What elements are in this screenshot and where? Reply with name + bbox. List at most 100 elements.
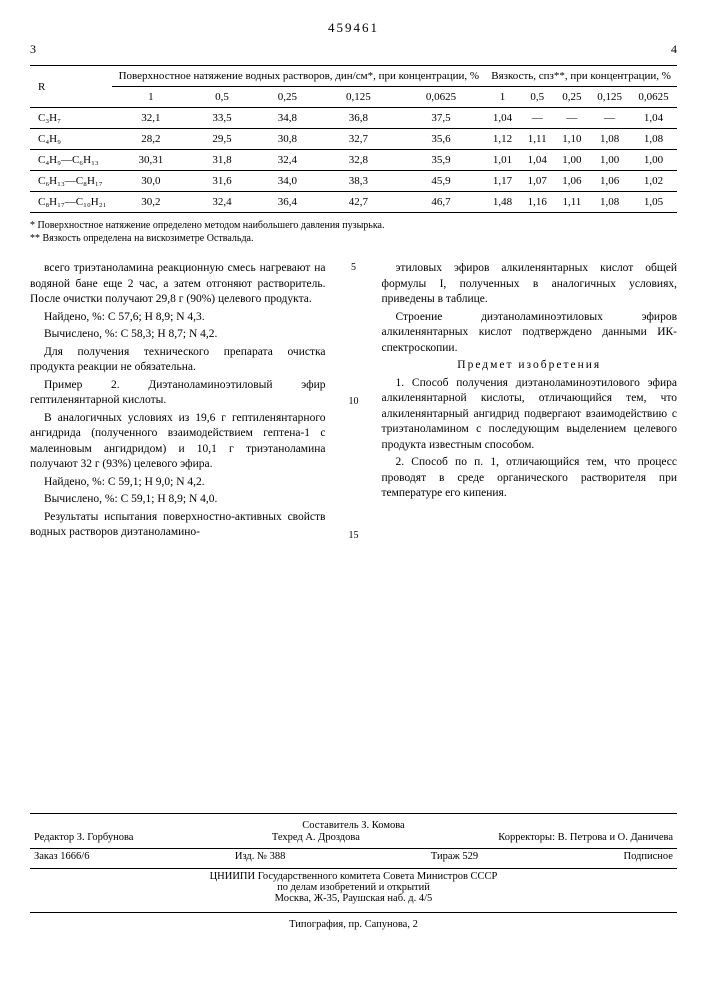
col-header-conc: 0,5 <box>520 87 555 108</box>
corrector: Корректоры: В. Петрова и О. Даничева <box>498 832 673 843</box>
para: Пример 2. Диэтаноламиноэтиловый эфир геп… <box>30 378 326 409</box>
col-header-conc: 0,125 <box>320 87 397 108</box>
cell-value: 35,6 <box>397 129 485 150</box>
izd-num: Изд. № 388 <box>235 851 286 862</box>
cell-value: 45,9 <box>397 171 485 192</box>
col-header-conc: 0,25 <box>555 87 590 108</box>
cell-value: 1,10 <box>555 129 590 150</box>
cell-value: 1,02 <box>630 171 677 192</box>
right-column: этиловых эфиров алкиленянтарных кислот о… <box>382 261 678 543</box>
cell-value: 1,11 <box>555 192 590 213</box>
cell-value: — <box>589 108 630 129</box>
properties-table: R Поверхностное натяжение водных раствор… <box>30 65 677 213</box>
col-header-conc: 0,25 <box>255 87 320 108</box>
col-header-r: R <box>30 66 112 108</box>
cell-value: — <box>555 108 590 129</box>
cell-r: C₃H₇ <box>30 108 112 129</box>
body-text: всего триэтаноламина реакционную смесь н… <box>30 261 677 543</box>
cell-value: 35,9 <box>397 150 485 171</box>
cell-value: 1,00 <box>555 150 590 171</box>
cell-value: 37,5 <box>397 108 485 129</box>
col-header-conc: 1 <box>485 87 520 108</box>
org-address: Москва, Ж-35, Раушская наб. д. 4/5 <box>30 893 677 904</box>
cell-value: 1,04 <box>485 108 520 129</box>
para: Найдено, %: C 57,6; H 8,9; N 4,3. <box>30 310 326 326</box>
cell-value: 32,7 <box>320 129 397 150</box>
cell-value: 1,17 <box>485 171 520 192</box>
patent-number: 459461 <box>30 20 677 36</box>
tirazh: Тираж 529 <box>431 851 478 862</box>
cell-value: 1,07 <box>520 171 555 192</box>
cell-r: C₄H₉—C₆H₁₃ <box>30 150 112 171</box>
col-header-conc: 0,5 <box>189 87 254 108</box>
col-header-tension: Поверхностное натяжение водных растворов… <box>112 66 485 87</box>
line-num: 15 <box>346 529 362 543</box>
blank-space <box>30 543 677 803</box>
table-row: C₆H₁₃—C₈H₁₇30,031,634,038,345,91,171,071… <box>30 171 677 192</box>
footnote-2: ** Вязкость определена на вискозиметре О… <box>30 232 677 245</box>
footnote-1: * Поверхностное натяжение определено мет… <box>30 219 677 232</box>
table-row: C₈H₁₇—C₁₀H₂₁30,232,436,442,746,71,481,16… <box>30 192 677 213</box>
cell-value: 36,4 <box>255 192 320 213</box>
compiler: Составитель З. Комова <box>30 820 677 831</box>
cell-value: 33,5 <box>189 108 254 129</box>
cell-r: C₆H₁₃—C₈H₁₇ <box>30 171 112 192</box>
col-header-conc: 0,125 <box>589 87 630 108</box>
line-num: 5 <box>346 261 362 275</box>
left-column: всего триэтаноламина реакционную смесь н… <box>30 261 326 543</box>
typography-line: Типография, пр. Сапунова, 2 <box>30 919 677 930</box>
cell-value: 34,8 <box>255 108 320 129</box>
table-footnotes: * Поверхностное натяжение определено мет… <box>30 219 677 245</box>
cell-value: 30,0 <box>112 171 189 192</box>
cell-value: 1,12 <box>485 129 520 150</box>
col-header-conc: 1 <box>112 87 189 108</box>
col-header-viscosity: Вязкость, спз**, при концентрации, % <box>485 66 677 87</box>
cell-value: — <box>520 108 555 129</box>
cell-value: 30,8 <box>255 129 320 150</box>
cell-value: 30,31 <box>112 150 189 171</box>
para: Вычислено, %: C 59,1; H 8,9; N 4,0. <box>30 492 326 508</box>
cell-value: 1,06 <box>589 171 630 192</box>
cell-value: 1,08 <box>589 129 630 150</box>
para: этиловых эфиров алкиленянтарных кислот о… <box>382 261 678 308</box>
cell-r: C₈H₁₇—C₁₀H₂₁ <box>30 192 112 213</box>
cell-value: 42,7 <box>320 192 397 213</box>
techred: Техред А. Дроздова <box>272 832 360 843</box>
table-row: C₃H₇32,133,534,836,837,51,04———1,04 <box>30 108 677 129</box>
line-number-gutter: 5 10 15 <box>346 261 362 543</box>
para: 1. Способ получения диэтаноламиноэтилово… <box>382 376 678 454</box>
subject-heading: Предмет изобретения <box>382 358 678 374</box>
para: Для получения технического препарата очи… <box>30 345 326 376</box>
cell-value: 1,08 <box>630 129 677 150</box>
table-row: C₄H₉—C₆H₁₃30,3131,832,432,835,91,011,041… <box>30 150 677 171</box>
line-num: 10 <box>346 395 362 409</box>
cell-value: 31,8 <box>189 150 254 171</box>
cell-value: 32,4 <box>189 192 254 213</box>
cell-value: 32,4 <box>255 150 320 171</box>
col-header-conc: 0,0625 <box>397 87 485 108</box>
subscription: Подписное <box>624 851 673 862</box>
cell-value: 34,0 <box>255 171 320 192</box>
cell-value: 28,2 <box>112 129 189 150</box>
cell-value: 30,2 <box>112 192 189 213</box>
editor: Редактор З. Горбунова <box>34 832 133 843</box>
cell-value: 1,05 <box>630 192 677 213</box>
cell-value: 1,04 <box>520 150 555 171</box>
cell-r: C₄H₉ <box>30 129 112 150</box>
cell-value: 1,48 <box>485 192 520 213</box>
cell-value: 1,04 <box>630 108 677 129</box>
cell-value: 29,5 <box>189 129 254 150</box>
cell-value: 38,3 <box>320 171 397 192</box>
org-line-1: ЦНИИПИ Государственного комитета Совета … <box>30 871 677 882</box>
para: всего триэтаноламина реакционную смесь н… <box>30 261 326 308</box>
cell-value: 32,8 <box>320 150 397 171</box>
cell-value: 46,7 <box>397 192 485 213</box>
para: 2. Способ по п. 1, отличающийся тем, что… <box>382 455 678 502</box>
editorial-block: Составитель З. Комова Редактор З. Горбун… <box>30 813 677 913</box>
page-column-numbers: 3 4 <box>30 42 677 57</box>
cell-value: 1,01 <box>485 150 520 171</box>
col-num-right: 4 <box>671 42 677 57</box>
para: Вычислено, %: C 58,3; H 8,7; N 4,2. <box>30 327 326 343</box>
order-num: Заказ 1666/6 <box>34 851 89 862</box>
cell-value: 1,00 <box>630 150 677 171</box>
